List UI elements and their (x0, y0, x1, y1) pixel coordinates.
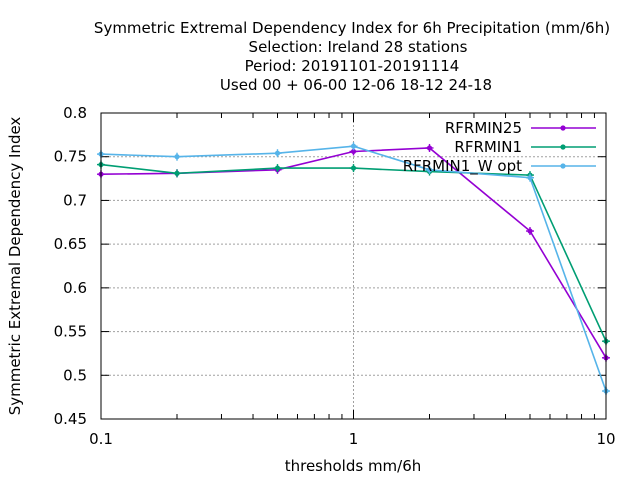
legend-marker (560, 125, 566, 131)
x-axis-label: thresholds mm/6h (285, 457, 422, 475)
x-axis-ticks: 0.1 1 10 (89, 113, 616, 448)
chart-title: Symmetric Extremal Dependency Index for … (94, 19, 610, 94)
plot-frame (100, 112, 607, 420)
legend-label: RFRMIN1_W opt (403, 157, 522, 176)
title-line-3: Period: 20191101-20191114 (245, 57, 460, 75)
title-line-4: Used 00 + 06-00 12-06 18-12 24-18 (220, 76, 492, 94)
title-line-2: Selection: Ireland 28 stations (249, 38, 468, 56)
legend-marker (560, 163, 566, 169)
y-tick-label: 0.65 (54, 235, 87, 253)
y-tick-label: 0.55 (54, 323, 87, 341)
legend-label: RFRMIN1 (454, 138, 522, 156)
y-tick-label: 0.6 (63, 279, 87, 297)
y-tick-label: 0.75 (54, 148, 87, 166)
x-tick-label: 1 (349, 430, 359, 448)
title-line-1: Symmetric Extremal Dependency Index for … (94, 19, 610, 37)
series-layer (97, 142, 610, 396)
legend-entry-1: RFRMIN25 (445, 119, 596, 137)
y-axis-label: Symmetric Extremal Dependency Index (6, 117, 24, 416)
y-tick-label: 0.7 (63, 191, 87, 209)
legend-entry-3: RFRMIN1_W opt (403, 157, 596, 176)
y-tick-label: 0.5 (63, 366, 87, 384)
y-axis-ticks: 0.45 0.5 0.55 0.6 0.65 0.7 0.75 0.8 (54, 104, 606, 428)
legend-marker (560, 144, 566, 150)
legend-label: RFRMIN25 (445, 119, 522, 137)
x-tick-label: 10 (596, 430, 615, 448)
y-tick-label: 0.45 (54, 410, 87, 428)
y-tick-label: 0.8 (63, 104, 87, 122)
legend-entry-2: RFRMIN1 (454, 138, 596, 156)
x-tick-label: 0.1 (89, 430, 113, 448)
series-3 (97, 142, 610, 396)
